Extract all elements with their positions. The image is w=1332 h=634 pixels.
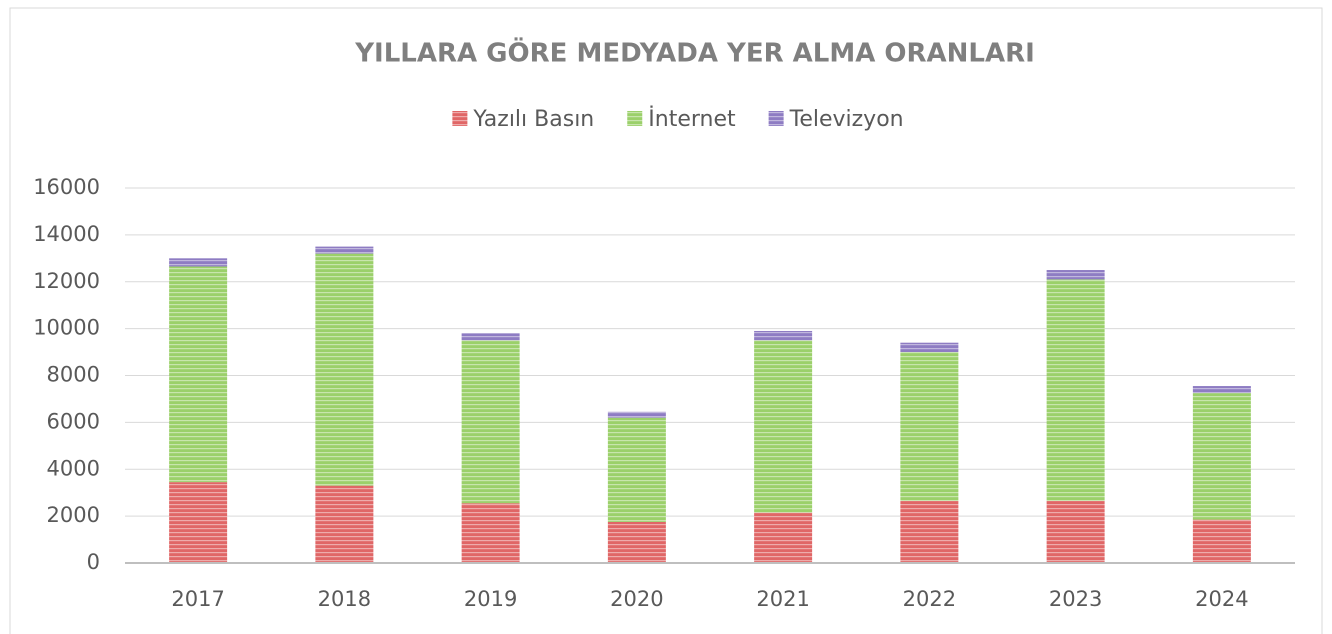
bar-segment [1046, 500, 1105, 563]
legend-label: İnternet [648, 106, 736, 132]
bar-segment [900, 342, 959, 353]
bar-segment [1046, 270, 1105, 280]
y-tick-label: 6000 [47, 409, 100, 433]
bar-segment [1046, 279, 1105, 501]
bar-segment [1192, 519, 1251, 563]
chart-title: YILLARA GÖRE MEDYADA YER ALMA ORANLARI [354, 36, 1035, 69]
bar-segment [754, 340, 813, 513]
bar-segment [169, 266, 228, 483]
y-tick-label: 12000 [33, 269, 100, 293]
bar-segment [607, 521, 666, 563]
y-tick-label: 10000 [33, 316, 100, 340]
bar-segment [315, 485, 374, 563]
bar-segment [1192, 393, 1251, 520]
legend-label: Yazılı Basın [472, 107, 594, 132]
bar-segment [315, 253, 374, 486]
legend: Yazılı Basın İnternet Televizyon [452, 106, 904, 132]
x-tick-label: 2023 [1049, 587, 1102, 611]
bar-segment [607, 411, 666, 418]
bar-segment [169, 482, 228, 563]
y-tick-label: 2000 [47, 503, 100, 527]
legend-swatch [768, 111, 784, 126]
bar-segment [461, 333, 520, 341]
x-tick-label: 2022 [903, 587, 956, 611]
bar-segment [900, 500, 959, 563]
legend-swatch [627, 111, 643, 126]
bar-segment [461, 340, 520, 504]
bar-segment [900, 352, 959, 501]
x-tick-label: 2021 [756, 587, 809, 611]
y-tick-label: 14000 [33, 222, 100, 246]
bar-segment [1192, 386, 1251, 394]
legend-label: Televizyon [789, 107, 904, 132]
y-tick-label: 4000 [47, 456, 100, 480]
y-tick-label: 16000 [33, 175, 100, 199]
y-tick-label: 8000 [47, 363, 100, 387]
bar-segment [754, 512, 813, 563]
bar-segment [607, 417, 666, 522]
x-tick-label: 2020 [610, 587, 663, 611]
x-tick-label: 2019 [464, 587, 517, 611]
bar-segment [315, 246, 374, 254]
legend-swatch [452, 111, 468, 126]
y-tick-label: 0 [87, 550, 100, 574]
bar-segment [461, 503, 520, 563]
x-tick-label: 2018 [318, 587, 371, 611]
bar-segment [754, 330, 813, 341]
x-tick-label: 2017 [171, 587, 224, 611]
x-tick-label: 2024 [1195, 587, 1248, 611]
bar-segment [169, 258, 228, 267]
